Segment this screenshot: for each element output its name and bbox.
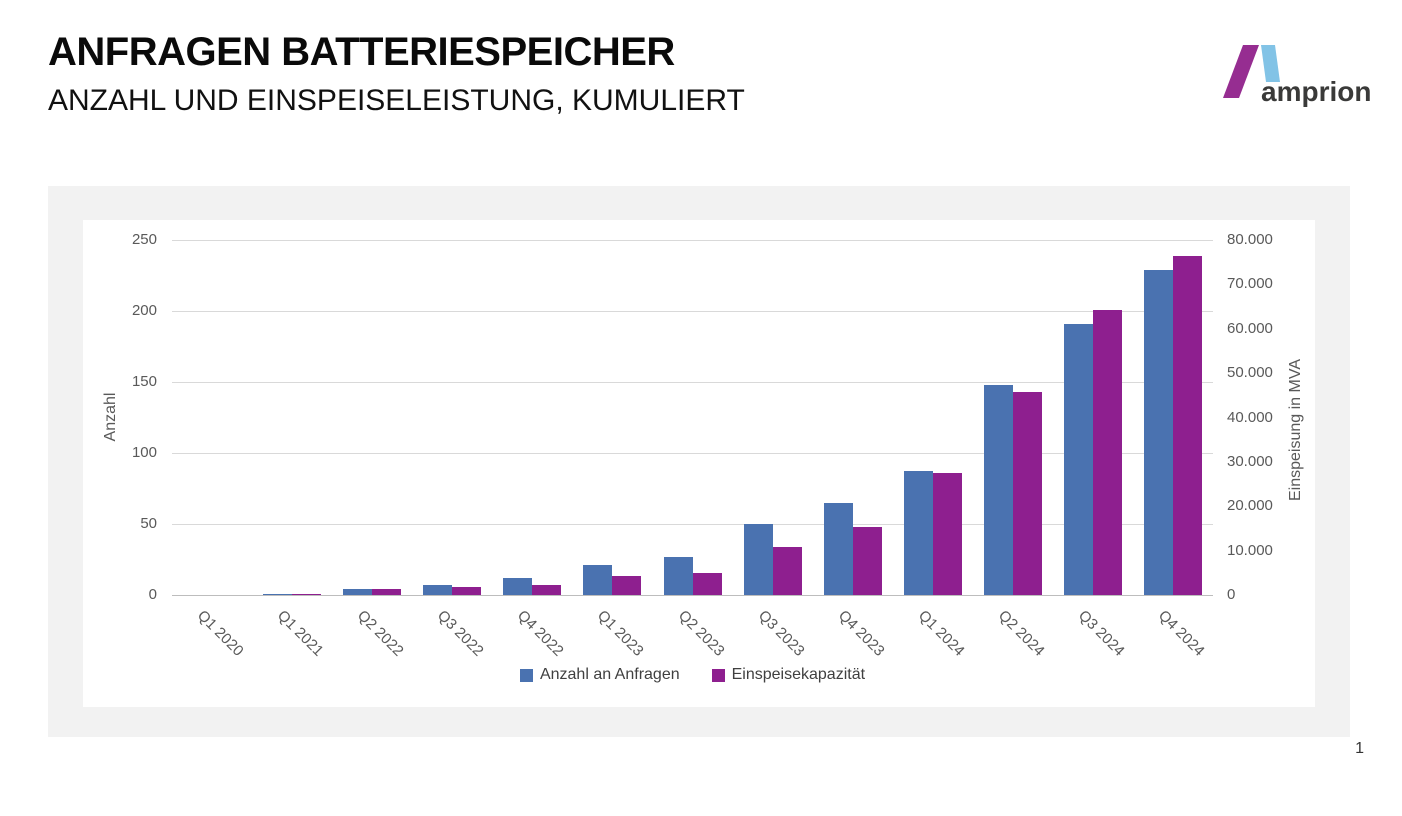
bar-anzahl — [583, 565, 613, 595]
bar-anzahl — [503, 577, 533, 595]
x-axis-tick-label: Q1 2021 — [274, 607, 327, 660]
amprion-logo-text: amprion — [1261, 76, 1372, 107]
x-axis-tick-label: Q4 2023 — [834, 607, 888, 660]
chart-panel: Anzahl Einspeisung in MVA Anzahl an Anfr… — [48, 186, 1350, 737]
bar-anzahl — [423, 585, 453, 595]
right-axis-tick-label: 0 — [1227, 586, 1236, 603]
gridline — [172, 381, 1213, 383]
bar-kapazitaet — [692, 572, 722, 595]
bar-kapazitaet — [772, 547, 802, 595]
amprion-logo: amprion — [1216, 36, 1386, 107]
chart-canvas: Anzahl Einspeisung in MVA Anzahl an Anfr… — [83, 220, 1315, 707]
bar-anzahl — [983, 384, 1013, 595]
page-number: 1 — [1355, 740, 1364, 757]
bar-kapazitaet — [852, 526, 882, 595]
x-axis-tick-label: Q1 2023 — [594, 607, 648, 660]
bar-anzahl — [263, 593, 293, 595]
gridline — [172, 310, 1213, 312]
page-title: ANFRAGEN BATTERIESPEICHER — [48, 30, 675, 74]
bar-kapazitaet — [612, 575, 642, 595]
x-axis-tick-label: Q3 2023 — [754, 607, 808, 660]
right-axis-tick-label: 40.000 — [1227, 408, 1273, 426]
gridline — [172, 452, 1213, 454]
x-axis-tick-label: Q1 2020 — [194, 607, 247, 660]
x-axis-tick-label: Q2 2022 — [354, 607, 407, 660]
right-axis-tick-label: 80.000 — [1227, 231, 1273, 248]
bar-kapazitaet — [1172, 256, 1202, 595]
x-axis-tick-label: Q3 2022 — [434, 607, 487, 660]
bar-anzahl — [663, 556, 693, 595]
left-axis-title: Anzahl — [102, 392, 119, 442]
bar-anzahl — [1063, 323, 1093, 595]
bar-kapazitaet — [532, 584, 562, 595]
legend-item: Anzahl an Anfragen — [519, 666, 680, 684]
right-axis-tick-label: 70.000 — [1227, 275, 1273, 293]
bar-kapazitaet — [372, 589, 402, 595]
logo-blue-stroke — [1261, 45, 1280, 82]
right-axis-tick-label: 60.000 — [1227, 319, 1273, 337]
left-axis-tick-label: 100 — [131, 444, 157, 461]
x-axis-tick-label: Q4 2024 — [1154, 607, 1208, 660]
bar-kapazitaet — [452, 587, 482, 595]
right-axis-tick-label: 30.000 — [1227, 452, 1273, 470]
right-axis-tick-label: 20.000 — [1227, 497, 1273, 515]
logo-purple-stroke — [1223, 45, 1259, 98]
legend-swatch-icon — [519, 668, 533, 682]
legend-label: Anzahl an Anfragen — [539, 666, 680, 683]
gridline — [172, 523, 1213, 525]
x-axis-tick-label: Q4 2022 — [514, 607, 568, 660]
x-axis-tick-label: Q3 2024 — [1074, 607, 1128, 660]
right-axis-tick-label: 50.000 — [1227, 364, 1273, 382]
right-axis-tick-label: 10.000 — [1227, 541, 1273, 559]
bar-anzahl — [743, 524, 773, 595]
bar-anzahl — [343, 589, 373, 595]
left-axis-tick-label: 0 — [148, 586, 157, 603]
right-axis-title: Einspeisung in MVA — [1287, 359, 1304, 501]
page-subtitle: ANZAHL UND EINSPEISELEISTUNG, KUMULIERT — [48, 84, 745, 117]
x-axis-tick-label: Q1 2024 — [914, 607, 968, 660]
x-axis-tick-label: Q2 2024 — [994, 607, 1048, 660]
bar-kapazitaet — [932, 472, 962, 595]
legend-label: Einspeisekapazität — [731, 666, 866, 683]
bar-kapazitaet — [292, 593, 322, 595]
bar-anzahl — [823, 502, 853, 595]
bar-anzahl — [903, 471, 933, 595]
chart-legend: Anzahl an Anfragen Einspeisekapazität — [172, 666, 1213, 684]
x-axis-line — [172, 594, 1213, 596]
legend-item: Einspeisekapazität — [711, 666, 866, 684]
left-axis-tick-label: 50 — [140, 515, 157, 532]
gridline — [172, 239, 1213, 241]
bar-kapazitaet — [1092, 309, 1122, 595]
bar-anzahl — [1143, 269, 1173, 595]
legend-swatch-icon — [711, 668, 725, 682]
amprion-logo-icon — [1223, 45, 1280, 98]
bar-kapazitaet — [1012, 392, 1042, 595]
left-axis-tick-label: 200 — [131, 302, 157, 319]
x-axis-tick-label: Q2 2023 — [674, 607, 728, 660]
left-axis-tick-label: 150 — [131, 373, 157, 390]
left-axis-tick-label: 250 — [131, 231, 157, 248]
